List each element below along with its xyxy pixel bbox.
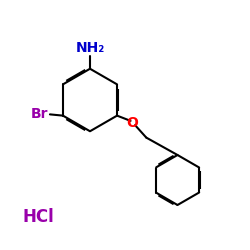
Text: O: O [127, 116, 138, 130]
Text: Br: Br [31, 108, 49, 122]
Text: NH₂: NH₂ [76, 41, 104, 55]
Text: HCl: HCl [22, 208, 54, 226]
